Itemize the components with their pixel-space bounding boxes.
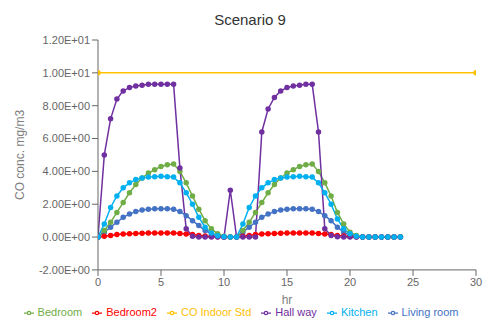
html-text:Hall way: Hall way (275, 305, 317, 318)
svg-text:15: 15 (281, 276, 293, 288)
svg-text:10: 10 (218, 276, 230, 288)
html-text:Living room: Living room (401, 305, 459, 318)
svg-text:25: 25 (407, 276, 419, 288)
svg-text:0: 0 (95, 276, 101, 288)
svg-text:20: 20 (344, 276, 356, 288)
svg-text:CO conc. mg/m3: CO conc. mg/m3 (13, 110, 27, 200)
svg-text:-2.00E+00: -2.00E+00 (39, 264, 90, 276)
svg-text:5: 5 (158, 276, 164, 288)
svg-text:1.00E+01: 1.00E+01 (43, 67, 90, 79)
svg-text:4.00E+00: 4.00E+00 (43, 165, 90, 177)
svg-text:2.00E+00: 2.00E+00 (43, 198, 90, 210)
html-text:Kitchen: Kitchen (340, 305, 378, 318)
html-text:Bedroom2: Bedroom2 (106, 305, 157, 318)
svg-text:0.00E+00: 0.00E+00 (43, 231, 90, 243)
svg-text:30: 30 (470, 276, 482, 288)
svg-text:1.20E+01: 1.20E+01 (43, 34, 90, 46)
svg-text:hr: hr (282, 293, 293, 307)
svg-text:8.00E+00: 8.00E+00 (43, 100, 90, 112)
html-text:Scenario 9: Scenario 9 (214, 11, 286, 28)
html-text:Bedroom: Bedroom (37, 305, 83, 318)
svg-text:6.00E+00: 6.00E+00 (43, 132, 90, 144)
html-text:CO Indoor Std: CO Indoor Std (181, 305, 252, 318)
